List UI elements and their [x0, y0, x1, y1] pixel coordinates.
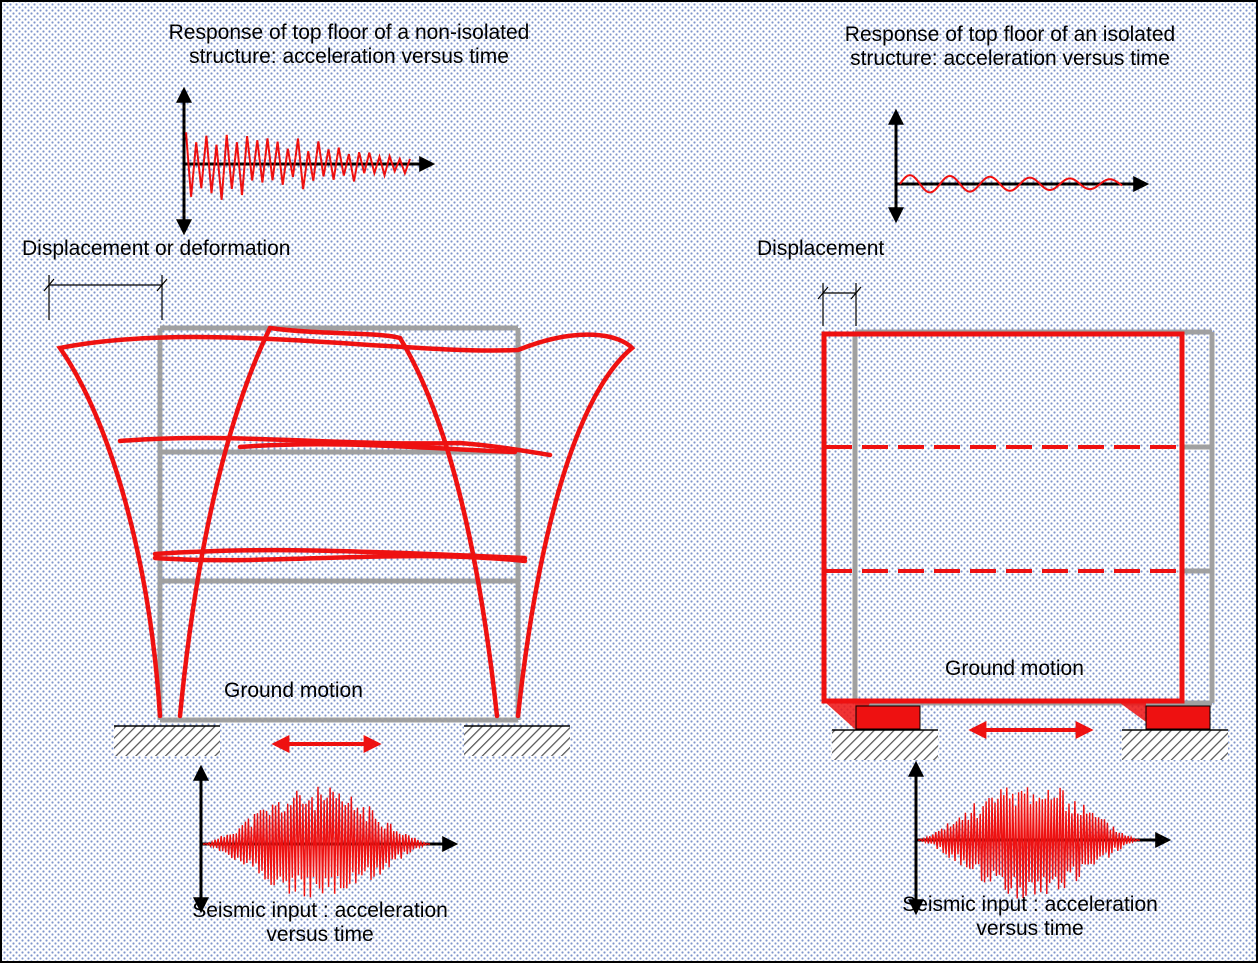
- right-ground-motion-label: Ground motion: [945, 657, 1084, 680]
- left-response-title-line2: structure: acceleration versus time: [189, 45, 509, 68]
- left-seismic-input-signal: [202, 786, 431, 898]
- left-seismic-input-caption: Seismic input : acceleration versus time: [130, 899, 510, 947]
- right-displaced-frame: [821, 331, 1185, 704]
- left-undeformed-frame: [157, 325, 521, 723]
- left-ground-left: [114, 726, 220, 756]
- left-seismic-input-line1: Seismic input : acceleration: [192, 899, 448, 922]
- left-ground-motion-label: Ground motion: [224, 679, 363, 702]
- right-response-title: Response of top floor of an isolated str…: [760, 23, 1258, 71]
- left-seismic-input-line2: versus time: [266, 923, 374, 946]
- right-seismic-input-signal: [917, 787, 1141, 899]
- right-response-title-line2: structure: acceleration versus time: [850, 47, 1170, 70]
- right-displacement-marker: [817, 283, 862, 326]
- right-seismic-input-line1: Seismic input : acceleration: [902, 893, 1158, 916]
- right-ground-right: [1122, 730, 1228, 760]
- left-response-title: Response of top floor of a non-isolated …: [84, 21, 614, 69]
- left-displacement-label: Displacement or deformation: [22, 237, 291, 260]
- right-ground-left: [832, 730, 938, 760]
- right-response-title-line1: Response of top floor of an isolated: [844, 23, 1176, 46]
- left-ground-right: [464, 726, 570, 756]
- right-seismic-input-caption: Seismic input : acceleration versus time: [845, 893, 1215, 941]
- left-deformed-frame: [56, 325, 636, 719]
- right-displacement-label: Displacement: [757, 237, 885, 260]
- left-displacement-marker: [43, 275, 168, 320]
- left-response-title-line1: Response of top floor of a non-isolated: [168, 21, 530, 44]
- right-isolators: [826, 703, 1211, 730]
- left-response-signal: [185, 132, 411, 200]
- right-seismic-input-line2: versus time: [976, 917, 1084, 940]
- right-response-signal: [899, 174, 1123, 194]
